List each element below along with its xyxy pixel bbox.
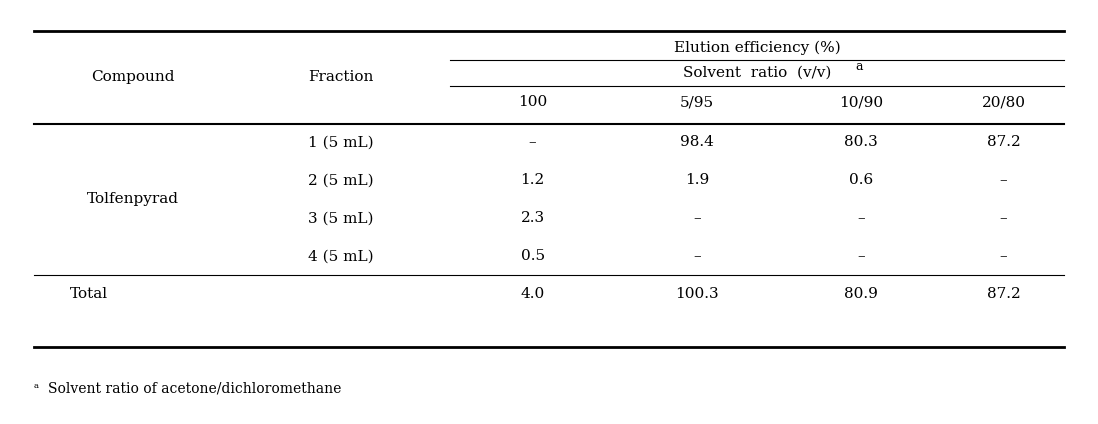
Text: 3 (5 mL): 3 (5 mL): [309, 211, 373, 225]
Text: 80.9: 80.9: [844, 287, 878, 301]
Text: 5/95: 5/95: [680, 95, 714, 109]
Text: 1.2: 1.2: [520, 173, 545, 187]
Text: 2 (5 mL): 2 (5 mL): [309, 173, 373, 187]
Text: –: –: [529, 136, 537, 150]
Text: ᵃ  Solvent ratio of acetone/dichloromethane: ᵃ Solvent ratio of acetone/dichlorometha…: [34, 382, 341, 396]
Text: 10/90: 10/90: [839, 95, 883, 109]
Text: 87.2: 87.2: [987, 287, 1020, 301]
Text: Tolfenpyrad: Tolfenpyrad: [87, 192, 179, 206]
Text: 80.3: 80.3: [844, 136, 878, 150]
Text: –: –: [999, 211, 1007, 225]
Text: 4 (5 mL): 4 (5 mL): [309, 249, 373, 263]
Text: –: –: [999, 173, 1007, 187]
Text: –: –: [858, 249, 865, 263]
Text: Total: Total: [70, 287, 108, 301]
Text: 4.0: 4.0: [520, 287, 545, 301]
Text: 0.5: 0.5: [520, 249, 545, 263]
Text: 0.6: 0.6: [849, 173, 873, 187]
Text: 20/80: 20/80: [982, 95, 1026, 109]
Text: –: –: [999, 249, 1007, 263]
Text: 98.4: 98.4: [680, 136, 714, 150]
Text: –: –: [693, 249, 701, 263]
Text: 2.3: 2.3: [520, 211, 545, 225]
Text: 87.2: 87.2: [987, 136, 1020, 150]
Text: Fraction: Fraction: [309, 70, 373, 84]
Text: 1.9: 1.9: [685, 173, 709, 187]
Text: Elution efficiency (%): Elution efficiency (%): [674, 41, 840, 55]
Text: Solvent  ratio  (v/v): Solvent ratio (v/v): [683, 66, 831, 80]
Text: Compound: Compound: [91, 70, 175, 84]
Text: a: a: [855, 60, 863, 73]
Text: 1 (5 mL): 1 (5 mL): [309, 136, 373, 150]
Text: –: –: [858, 211, 865, 225]
Text: 100: 100: [518, 95, 547, 109]
Text: –: –: [693, 211, 701, 225]
Text: 100.3: 100.3: [675, 287, 719, 301]
